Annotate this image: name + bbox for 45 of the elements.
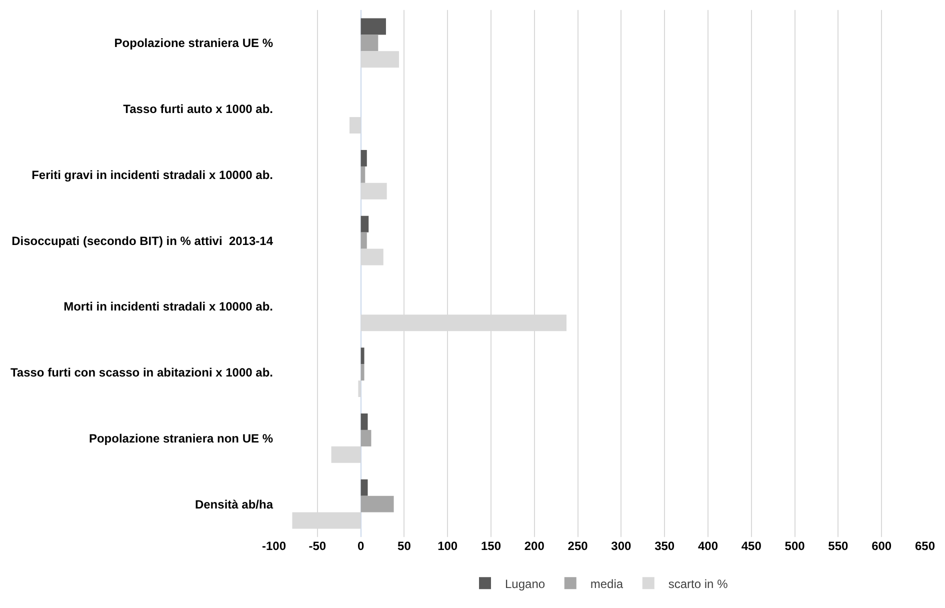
x-tick-label: 0 (357, 539, 364, 553)
y-tick-label: Popolazione straniera UE % (114, 36, 274, 50)
bar (350, 117, 361, 134)
bar (360, 479, 368, 496)
bar (360, 150, 367, 166)
x-tick-label: 650 (914, 539, 936, 553)
bar (360, 430, 372, 446)
bar (360, 216, 369, 232)
bar (360, 182, 387, 200)
y-tick-label: Tasso furti con scasso in abitazioni x 1000 ab. (10, 366, 273, 380)
x-tick-label: 550 (828, 539, 849, 553)
x-tick-label: 400 (698, 539, 718, 553)
y-tick-label: Morti in incidenti stradali x 10000 ab. (64, 300, 273, 314)
bar (360, 34, 378, 52)
x-tick-label: 200 (524, 539, 545, 553)
x-tick-label: 600 (872, 539, 892, 553)
bar (360, 248, 384, 266)
bar (360, 364, 364, 381)
bar (360, 166, 366, 183)
x-tick-label: 250 (568, 539, 588, 553)
x-tick-label: -50 (308, 539, 326, 553)
bar (360, 51, 399, 68)
x-tick-label: 350 (654, 539, 675, 553)
x-tick-label: 500 (784, 539, 806, 553)
y-tick-label: Popolazione straniera non UE % (88, 431, 274, 446)
x-tick-label: 300 (611, 539, 632, 553)
legend-label: scarto in % (668, 576, 728, 591)
y-tick-label: Densità ab/ha (194, 497, 274, 512)
bar (360, 496, 394, 512)
y-tick-label: Disoccupati (secondo BIT) in % attivi 2013-14 (12, 234, 274, 248)
bar (360, 18, 386, 35)
x-tick-label: 450 (741, 539, 762, 553)
legend-label: media (590, 576, 624, 591)
bar (360, 348, 364, 364)
bar (331, 446, 361, 463)
x-tick-label: 150 (480, 539, 502, 553)
bar (358, 380, 361, 398)
x-tick-label: -100 (262, 539, 286, 553)
bar (360, 232, 367, 249)
y-tick-label: Tasso furti auto x 1000 ab. (123, 102, 273, 116)
legend-label: Lugano (505, 576, 546, 591)
y-tick-label: Feriti gravi in incidenti stradali x 10000 ab. (32, 168, 273, 182)
bar (360, 413, 368, 430)
x-tick-label: 50 (398, 539, 412, 553)
x-tick-label: 100 (438, 539, 458, 553)
